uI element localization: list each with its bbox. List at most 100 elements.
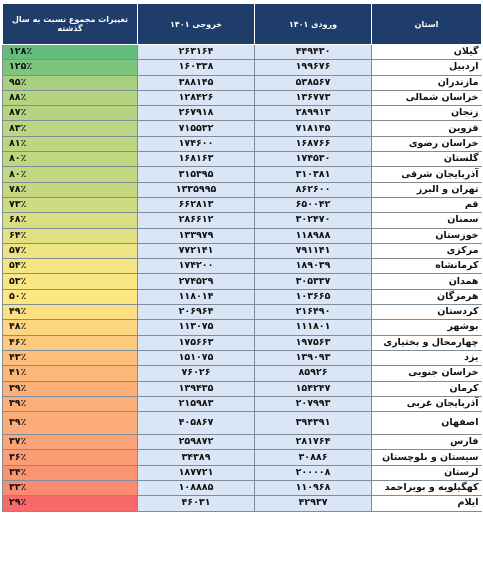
table-row: گلستان ۱۷۴۵۳۰ ۱۶۸۱۶۳ ۸۰٪ [2, 151, 482, 168]
in-1401-cell: ۱۱۸۹۸۸ [254, 228, 372, 244]
out-1401-cell: ۱۶۸۱۶۳ [137, 151, 255, 168]
in-1401-cell: ۱۱۰۹۶۸ [254, 480, 372, 497]
out-1401-cell: ۷۷۲۱۴۱ [137, 243, 255, 260]
header-in-1401[interactable]: ورودی ۱۴۰۱ [254, 3, 372, 45]
change-cell: ۸۷٪ [2, 105, 138, 122]
table-row: ایلام ۴۲۹۳۷ ۴۶۰۳۱ ۲۹٪ [2, 495, 482, 512]
province-cell: اصفهان [371, 411, 482, 436]
table-row: فارس ۲۸۱۷۶۴ ۲۵۹۸۷۲ ۳۷٪ [2, 434, 482, 451]
province-cell: کرمانشاه [371, 258, 482, 275]
change-cell: ۵۷٪ [2, 243, 138, 260]
table-row: هرمزگان ۱۰۳۶۶۵ ۱۱۸۰۱۴ ۵۰٪ [2, 289, 482, 306]
table-row: بوشهر ۱۱۱۸۰۱ ۱۱۳۰۷۵ ۴۸٪ [2, 319, 482, 336]
in-1401-cell: ۴۲۹۳۷ [254, 495, 372, 512]
province-cell: آذربایجان شرقی [371, 166, 482, 183]
change-cell: ۲۹٪ [2, 495, 138, 512]
change-cell: ۸۱٪ [2, 136, 138, 153]
province-cell: مرکزی [371, 243, 482, 260]
province-cell: کرمان [371, 381, 482, 397]
change-cell: ۳۶٪ [2, 449, 138, 466]
out-1401-cell: ۳۸۸۱۴۵ [137, 75, 255, 91]
header-out-1401[interactable]: خروجی ۱۴۰۱ [137, 3, 255, 45]
province-cell: یزد [371, 350, 482, 367]
in-1401-cell: ۲۱۶۴۹۰ [254, 304, 372, 321]
province-cell: ایلام [371, 495, 482, 512]
table-row: مازندران ۵۳۸۵۶۷ ۳۸۸۱۴۵ ۹۵٪ [2, 75, 482, 91]
in-1401-cell: ۳۰۲۴۷۰ [254, 212, 372, 229]
out-1401-cell: ۱۵۱۰۷۵ [137, 350, 255, 367]
change-cell: ۳۹٪ [2, 411, 138, 436]
out-1401-cell: ۲۰۶۹۶۴ [137, 304, 255, 321]
out-1401-cell: ۱۶۰۳۳۸ [137, 59, 255, 76]
province-cell: گیلان [371, 44, 482, 61]
table-row: خراسان جنوبی ۸۵۹۲۶ ۷۶۰۲۶ ۴۱٪ [2, 365, 482, 382]
in-1401-cell: ۲۸۱۷۶۴ [254, 434, 372, 451]
out-1401-cell: ۱۳۳۵۹۹۵ [137, 182, 255, 198]
change-cell: ۴۳٪ [2, 350, 138, 367]
table-row: کهگیلویه و بویراحمد ۱۱۰۹۶۸ ۱۰۸۸۸۵ ۳۳٪ [2, 480, 482, 497]
province-cell: مازندران [371, 75, 482, 91]
in-1401-cell: ۱۹۷۵۶۳ [254, 335, 372, 351]
change-cell: ۴۱٪ [2, 365, 138, 382]
table-container: استان ورودی ۱۴۰۱ خروجی ۱۴۰۱ تغییرات مجمو… [2, 3, 482, 568]
change-cell: ۷۸٪ [2, 182, 138, 198]
table-row: اردبیل ۱۹۹۶۷۶ ۱۶۰۳۳۸ ۱۲۵٪ [2, 59, 482, 76]
table-body: گیلان ۴۴۹۴۳۰ ۲۶۳۱۶۴ ۱۲۸٪ اردبیل ۱۹۹۶۷۶ ۱۶۰۳۳۸ ۱… [2, 44, 482, 512]
out-1401-cell: ۱۰۸۸۸۵ [137, 480, 255, 497]
table-row: لرستان ۲۰۰۰۰۸ ۱۸۷۷۲۱ ۳۴٪ [2, 465, 482, 482]
table-row: آذربایجان غربی ۲۰۷۹۹۳ ۲۱۵۹۸۳ ۳۹٪ [2, 396, 482, 413]
change-cell: ۳۴٪ [2, 465, 138, 482]
out-1401-cell: ۳۴۳۸۹ [137, 449, 255, 466]
in-1401-cell: ۱۷۴۵۳۰ [254, 151, 372, 168]
change-cell: ۷۳٪ [2, 197, 138, 214]
out-1401-cell: ۱۷۴۶۰۰ [137, 136, 255, 153]
header-row: استان ورودی ۱۴۰۱ خروجی ۱۴۰۱ تغییرات مجمو… [2, 3, 482, 45]
in-1401-cell: ۱۶۸۷۶۶ [254, 136, 372, 153]
province-cell: همدان [371, 273, 482, 290]
province-cell: سمنان [371, 212, 482, 229]
in-1401-cell: ۱۹۹۶۷۶ [254, 59, 372, 76]
change-cell: ۹۵٪ [2, 75, 138, 91]
change-cell: ۸۰٪ [2, 151, 138, 168]
change-cell: ۸۰٪ [2, 166, 138, 183]
header-change[interactable]: تغییرات مجموع نسبت به سال گذشته [2, 3, 138, 45]
in-1401-cell: ۲۸۹۹۱۳ [254, 105, 372, 122]
table-row: کرمانشاه ۱۸۹۰۳۹ ۱۷۴۲۰۰ ۵۴٪ [2, 258, 482, 275]
out-1401-cell: ۱۳۳۹۷۹ [137, 228, 255, 244]
table-row: کرمان ۱۵۴۲۴۷ ۱۳۹۴۳۵ ۳۹٪ [2, 381, 482, 397]
table-row: گیلان ۴۴۹۴۳۰ ۲۶۳۱۶۴ ۱۲۸٪ [2, 44, 482, 61]
out-1401-cell: ۴۰۵۸۶۷ [137, 411, 255, 436]
table-row: آذربایجان شرقی ۳۱۰۳۸۱ ۳۱۵۳۹۵ ۸۰٪ [2, 166, 482, 183]
change-cell: ۳۹٪ [2, 396, 138, 413]
out-1401-cell: ۷۱۵۵۳۲ [137, 120, 255, 137]
in-1401-cell: ۳۰۵۳۳۷ [254, 273, 372, 290]
change-cell: ۵۰٪ [2, 289, 138, 306]
province-cell: قزوین [371, 120, 482, 137]
province-cell: آذربایجان غربی [371, 396, 482, 413]
out-1401-cell: ۱۲۸۴۲۶ [137, 90, 255, 107]
change-cell: ۴۶٪ [2, 335, 138, 351]
in-1401-cell: ۱۰۳۶۶۵ [254, 289, 372, 306]
province-traffic-table: استان ورودی ۱۴۰۱ خروجی ۱۴۰۱ تغییرات مجمو… [2, 3, 482, 512]
change-cell: ۱۲۵٪ [2, 59, 138, 76]
header-province[interactable]: استان [371, 3, 482, 45]
out-1401-cell: ۱۷۵۶۶۳ [137, 335, 255, 351]
out-1401-cell: ۳۱۵۳۹۵ [137, 166, 255, 183]
province-cell: خراسان رضوی [371, 136, 482, 153]
province-cell: کهگیلویه و بویراحمد [371, 480, 482, 497]
province-cell: بوشهر [371, 319, 482, 336]
change-cell: ۸۸٪ [2, 90, 138, 107]
province-cell: زنجان [371, 105, 482, 122]
in-1401-cell: ۱۳۶۷۷۳ [254, 90, 372, 107]
table-row: خراسان رضوی ۱۶۸۷۶۶ ۱۷۴۶۰۰ ۸۱٪ [2, 136, 482, 153]
out-1401-cell: ۲۸۶۶۱۲ [137, 212, 255, 229]
province-cell: قم [371, 197, 482, 214]
table-row: قزوین ۷۱۸۱۴۵ ۷۱۵۵۳۲ ۸۳٪ [2, 120, 482, 137]
in-1401-cell: ۵۳۸۵۶۷ [254, 75, 372, 91]
table-row: اصفهان ۳۹۴۳۹۱ ۴۰۵۸۶۷ ۳۹٪ [2, 411, 482, 436]
table-row: خراسان شمالی ۱۳۶۷۷۳ ۱۲۸۴۲۶ ۸۸٪ [2, 90, 482, 107]
in-1401-cell: ۳۰۸۸۶ [254, 449, 372, 466]
change-cell: ۳۷٪ [2, 434, 138, 451]
province-cell: کردستان [371, 304, 482, 321]
table-row: زنجان ۲۸۹۹۱۳ ۲۶۷۹۱۸ ۸۷٪ [2, 105, 482, 122]
